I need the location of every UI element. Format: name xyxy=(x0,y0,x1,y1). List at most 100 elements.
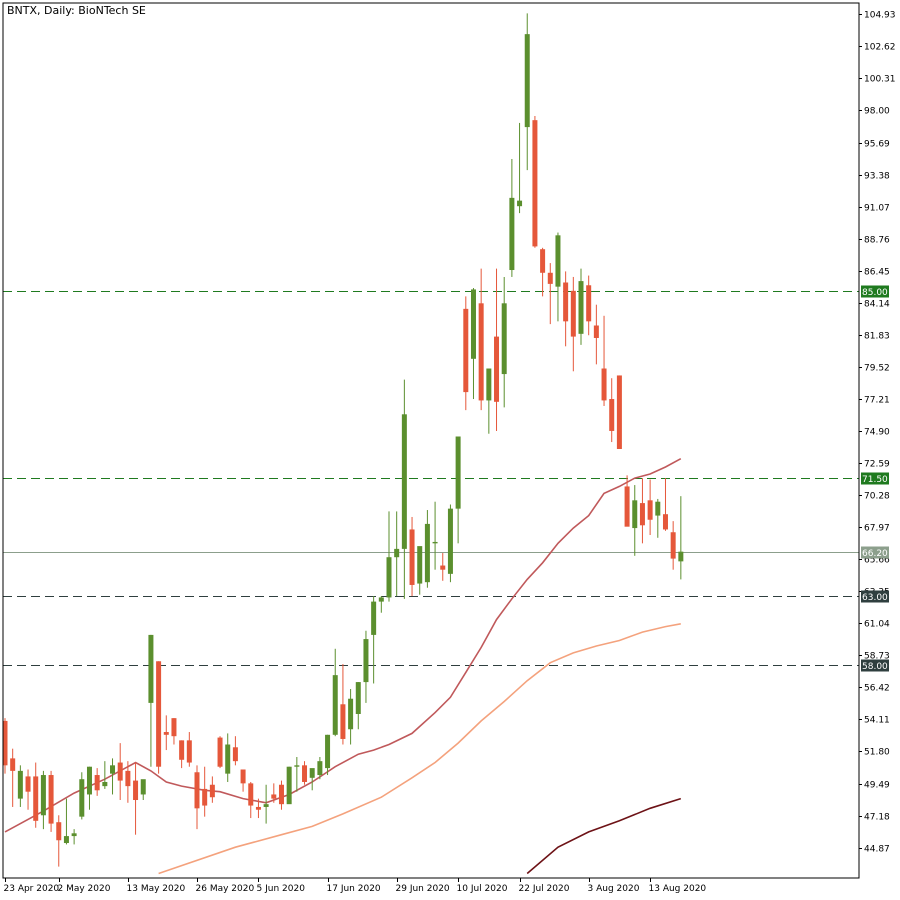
candle xyxy=(194,765,200,830)
candle-body xyxy=(424,523,430,583)
candle-body xyxy=(532,120,538,247)
candle-body xyxy=(79,779,85,817)
candle-body xyxy=(371,601,377,635)
candle xyxy=(670,521,676,570)
candle xyxy=(540,247,546,297)
candle-body xyxy=(309,768,315,778)
price-tag-label: 85.00 xyxy=(862,288,888,298)
candle xyxy=(25,769,31,810)
candle-body xyxy=(555,235,561,287)
price-tag-label: 58.00 xyxy=(862,662,888,672)
candle xyxy=(140,779,146,801)
candle-body xyxy=(378,597,384,602)
y-tick-label: 56.42 xyxy=(864,684,890,694)
candle xyxy=(248,781,254,819)
candle-body xyxy=(171,718,177,737)
candle xyxy=(563,271,569,347)
candle-body xyxy=(133,780,139,801)
candle xyxy=(240,769,246,792)
candle xyxy=(48,770,54,832)
candle-body xyxy=(86,766,92,795)
candle xyxy=(555,232,561,322)
candle xyxy=(501,276,507,408)
candle-body xyxy=(163,732,169,735)
candle-body xyxy=(409,529,415,585)
price-tag xyxy=(861,285,889,298)
candle xyxy=(363,630,369,703)
candle xyxy=(524,13,530,171)
candle-body xyxy=(255,806,261,810)
candle-body xyxy=(447,508,453,574)
candle-body xyxy=(125,770,131,787)
candle-body xyxy=(263,804,269,807)
candle-body xyxy=(248,783,254,806)
y-tick-label: 91.07 xyxy=(864,204,890,214)
candle xyxy=(171,718,177,745)
y-tick-label: 72.59 xyxy=(864,460,890,470)
candle-body xyxy=(524,34,530,128)
y-tick-label: 65.66 xyxy=(864,556,890,566)
candle-body xyxy=(386,557,392,598)
candle-body xyxy=(110,765,116,774)
candles-layer xyxy=(2,13,684,867)
candle xyxy=(17,765,23,807)
y-tick-label: 98.00 xyxy=(864,107,890,117)
candle xyxy=(79,772,85,820)
candle-body xyxy=(609,399,615,431)
y-tick-label: 58.73 xyxy=(864,652,890,662)
candle-body xyxy=(501,303,507,375)
candle xyxy=(286,766,292,805)
candle-body xyxy=(317,761,323,776)
candle-body xyxy=(547,272,553,284)
candle-body xyxy=(540,249,546,273)
y-tick-label: 84.14 xyxy=(864,300,890,310)
candle-body xyxy=(662,514,668,530)
candle-body xyxy=(624,486,630,527)
candle-body xyxy=(639,503,645,526)
candle xyxy=(271,783,277,803)
candle-body xyxy=(417,546,423,584)
candle xyxy=(33,762,39,828)
candle xyxy=(202,766,208,817)
candle-body xyxy=(455,436,461,509)
candle-body xyxy=(25,776,31,792)
candle-body xyxy=(56,822,62,841)
candle xyxy=(94,768,100,796)
plot-frame xyxy=(2,2,860,879)
candle xyxy=(609,378,615,443)
y-tick-label: 67.97 xyxy=(864,524,890,534)
candle-body xyxy=(94,775,100,791)
x-tick-label: 17 Jun 2020 xyxy=(327,884,381,894)
candle-body xyxy=(340,704,346,739)
candle xyxy=(586,275,592,336)
candle xyxy=(309,768,315,791)
candle xyxy=(639,478,645,544)
candle xyxy=(10,748,16,807)
candle-body xyxy=(217,737,223,767)
y-tick-label: 77.21 xyxy=(864,396,890,406)
candle xyxy=(417,546,423,595)
y-axis: 104.93 102.62 100.31 98.00 95.69 93.38 91.07 88… xyxy=(859,11,896,855)
candle-body xyxy=(63,836,69,844)
price-tags-layer: 85.00 71.50 63.00 58.00 66.20 xyxy=(861,285,889,672)
candle xyxy=(355,682,361,730)
candle-body xyxy=(486,368,492,401)
candle-body xyxy=(240,769,246,784)
price-tag xyxy=(861,659,889,672)
candle-body xyxy=(232,747,238,762)
candle xyxy=(102,761,108,789)
price-tag xyxy=(861,546,889,559)
price-tag-label: 66.20 xyxy=(862,549,888,559)
y-tick-label: 86.45 xyxy=(864,268,890,278)
candle xyxy=(278,780,284,810)
candle xyxy=(71,829,77,845)
candle xyxy=(624,475,630,527)
candle xyxy=(63,798,69,845)
candle xyxy=(294,756,300,792)
candle xyxy=(478,268,484,411)
y-tick-label: 102.62 xyxy=(864,43,896,53)
candle-body xyxy=(394,548,400,558)
candle xyxy=(325,734,331,776)
